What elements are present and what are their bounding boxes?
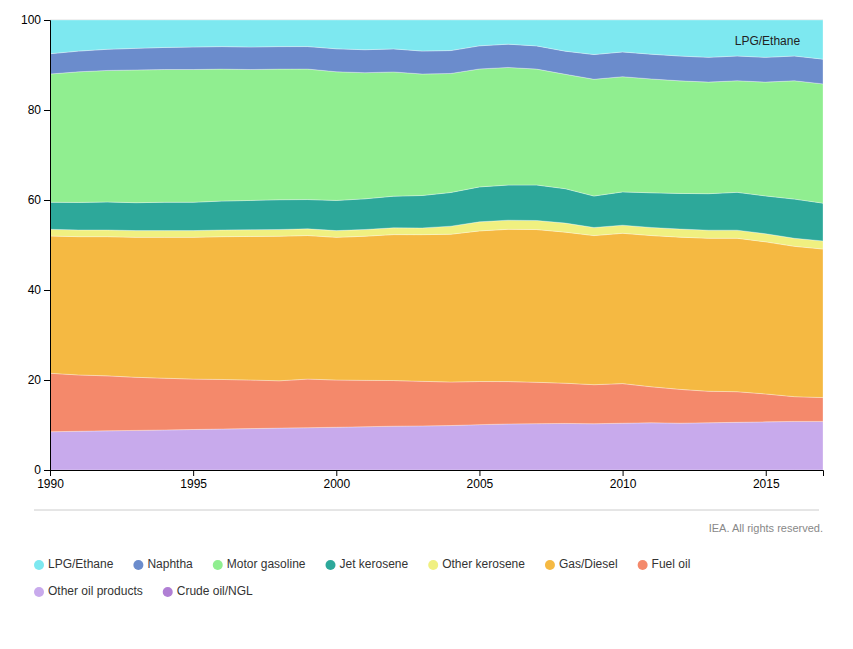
legend-label: Gas/Diesel — [559, 557, 618, 571]
legend-label: Motor gasoline — [227, 557, 306, 571]
y-axis: 0 20 40 60 80 100 — [21, 13, 51, 477]
area — [50, 229, 823, 397]
y-tick-label: 0 — [34, 463, 41, 477]
legend-marker — [638, 560, 648, 570]
divider — [34, 510, 819, 511]
legend-marker — [545, 560, 555, 570]
x-tick: 2000 — [323, 470, 350, 491]
x-tick: 2015 — [753, 470, 780, 491]
x-tick-label: 2010 — [610, 477, 637, 491]
y-tick-mark — [44, 470, 50, 471]
plot-area — [50, 20, 823, 470]
x-tick: 1995 — [180, 470, 207, 491]
x-axis-line — [51, 471, 824, 477]
x-tick-label: 2005 — [467, 477, 494, 491]
y-tick-mark — [44, 290, 50, 291]
x-tick-label: 2000 — [323, 477, 350, 491]
x-tick: 2005 — [467, 470, 494, 491]
y-tick: 20 — [28, 373, 50, 387]
x-tick-mark — [193, 470, 194, 476]
legend-item: Naphtha — [133, 557, 193, 571]
y-axis-line — [44, 21, 51, 471]
legend-item: LPG/Ethane — [34, 557, 114, 571]
x-tick: 2010 — [610, 470, 637, 491]
y-tick: 60 — [28, 193, 50, 207]
caption: IEA. All rights reserved. — [709, 522, 823, 534]
legend-marker — [133, 560, 143, 570]
legend-item: Crude oil/NGL — [163, 584, 253, 598]
y-tick: 80 — [28, 103, 50, 117]
area — [50, 67, 823, 203]
legend-label: LPG/Ethane — [48, 557, 114, 571]
legend-label: Crude oil/NGL — [177, 584, 253, 598]
legend-item: Gas/Diesel — [545, 557, 618, 571]
legend-item: Fuel oil — [638, 557, 691, 571]
legend-item: Motor gasoline — [213, 557, 306, 571]
x-tick-mark — [766, 470, 767, 476]
y-tick: 40 — [28, 283, 50, 297]
y-tick-label: 20 — [28, 373, 42, 387]
y-tick: 100 — [21, 13, 50, 27]
area — [50, 20, 823, 59]
legend-marker — [213, 560, 223, 570]
legend-label: Other oil products — [48, 584, 143, 598]
legend-marker — [34, 587, 44, 597]
legend-item: Jet kerosene — [325, 557, 408, 571]
y-tick-label: 100 — [21, 13, 41, 27]
legend-label: Other kerosene — [442, 557, 525, 571]
y-tick-label: 80 — [28, 103, 42, 117]
x-tick: 1990 — [37, 470, 64, 491]
x-tick-label: 1995 — [180, 477, 207, 491]
y-tick-label: 40 — [28, 283, 42, 297]
chart-container: 1990 1995 2000 2005 2010 2015 0 20 40 60 80 100 LPG/… — [0, 0, 853, 649]
y-tick-mark — [44, 110, 50, 111]
annotation: LPG/Ethane — [735, 34, 801, 48]
y-tick: 0 — [34, 463, 50, 477]
x-tick-label: 1990 — [37, 477, 64, 491]
legend-marker — [428, 560, 438, 570]
legend-label: Fuel oil — [652, 557, 691, 571]
legend: LPG/Ethane Naphtha Motor gasoline Jet keros… — [34, 557, 690, 598]
y-tick-mark — [44, 380, 50, 381]
legend-label: Naphtha — [147, 557, 193, 571]
legend-item: Other kerosene — [428, 557, 525, 571]
legend-marker — [34, 560, 44, 570]
legend-row: Other oil products Crude oil/NGL — [34, 584, 253, 598]
legend-label: Jet kerosene — [339, 557, 408, 571]
x-axis: 1990 1995 2000 2005 2010 2015 — [37, 470, 823, 491]
legend-row: LPG/Ethane Naphtha Motor gasoline Jet keros… — [34, 557, 690, 571]
grid — [50, 20, 823, 470]
x-tick-mark — [479, 470, 480, 476]
x-tick-label: 2015 — [753, 477, 780, 491]
y-tick-mark — [44, 200, 50, 201]
legend-marker — [325, 560, 335, 570]
legend-item: Other oil products — [34, 584, 143, 598]
y-tick-label: 60 — [28, 193, 42, 207]
x-tick-mark — [623, 470, 624, 476]
chart-svg: 1990 1995 2000 2005 2010 2015 0 20 40 60 80 100 LPG/… — [0, 0, 853, 649]
x-tick-mark — [336, 470, 337, 476]
annotations: LPG/Ethane — [735, 34, 801, 48]
legend-marker — [163, 587, 173, 597]
y-tick-mark — [44, 20, 50, 21]
